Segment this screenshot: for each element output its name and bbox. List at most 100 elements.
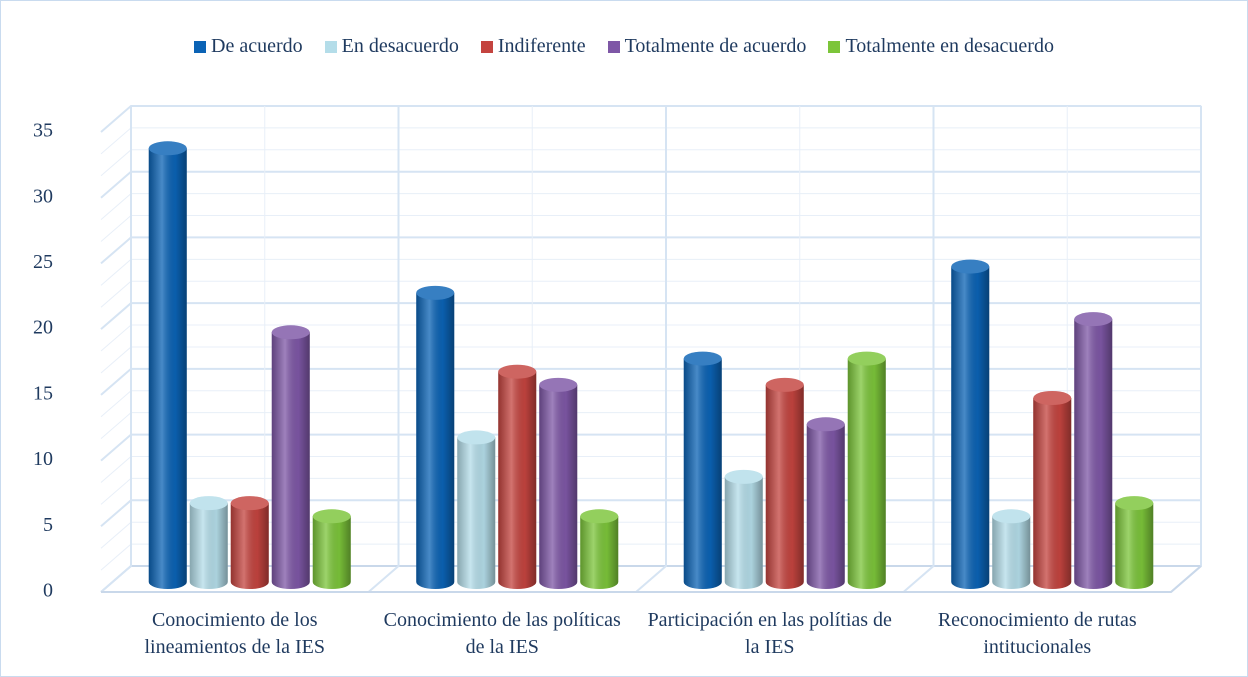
cylinder-top xyxy=(1074,312,1113,327)
legend-item: En desacuerdo xyxy=(324,35,459,58)
legend-swatch xyxy=(480,40,493,53)
cylinder xyxy=(765,377,804,589)
cylinder xyxy=(271,325,310,589)
cylinder xyxy=(416,285,455,589)
cylinder-top-shade xyxy=(992,509,1031,524)
y-tick-label: 20 xyxy=(33,317,53,339)
cylinder xyxy=(1074,312,1113,589)
cylinder-top-shade xyxy=(189,496,228,511)
cylinder xyxy=(1033,391,1072,589)
cylinder-top-shade xyxy=(724,469,763,484)
cylinder-top xyxy=(951,259,990,274)
cylinder-shade xyxy=(1033,398,1072,589)
y-tick-label: 0 xyxy=(43,580,53,602)
legend-label: En desacuerdo xyxy=(341,35,459,57)
cylinder xyxy=(539,377,578,589)
cylinder-top xyxy=(580,509,619,524)
x-tick-label: Participación en las polítias de la IES xyxy=(647,609,892,658)
floor-edge xyxy=(101,565,1202,593)
cylinder-top-shade xyxy=(1033,391,1072,405)
cylinder-top-shade xyxy=(271,325,310,340)
cylinder-top xyxy=(765,377,804,392)
cylinder xyxy=(951,259,990,589)
legend-item: Indiferente xyxy=(480,35,586,58)
category-divider xyxy=(1170,106,1202,593)
cylinder xyxy=(312,509,351,589)
cylinder-top-shade xyxy=(312,509,351,524)
cylinder-shade xyxy=(951,266,990,589)
legend: De acuerdo En desacuerdo Indiferente Totalm… xyxy=(1,35,1247,58)
legend-label: De acuerdo xyxy=(211,35,303,57)
cylinder-shade xyxy=(1074,319,1113,589)
cylinder-shade xyxy=(765,384,804,589)
category-divider xyxy=(367,106,400,593)
cylinder-shade xyxy=(683,358,722,589)
cylinder-shade xyxy=(580,516,619,589)
cylinder xyxy=(992,509,1031,589)
y-tick-label: 10 xyxy=(33,448,53,470)
cylinder-top xyxy=(992,509,1031,524)
category-divider xyxy=(100,106,132,593)
cylinder-top xyxy=(683,351,722,366)
cylinder-top-shade xyxy=(765,377,804,392)
legend-label: Indiferente xyxy=(497,35,586,57)
cylinder xyxy=(189,496,228,589)
cylinder-top-shade xyxy=(1115,496,1154,511)
x-tick-label: Conocimiento de las políticas de la IES xyxy=(383,609,621,658)
y-tick-label: 5 xyxy=(43,514,53,536)
cylinder-top-shade xyxy=(498,364,537,379)
cylinder xyxy=(230,496,269,589)
legend-swatch xyxy=(194,40,207,53)
cylinder-top-shade xyxy=(806,417,845,432)
category-divider xyxy=(635,106,667,593)
legend-label: Totalmente de acuerdo xyxy=(624,35,807,57)
cylinder xyxy=(498,364,537,589)
cylinder-shade xyxy=(498,371,537,589)
y-tick-label: 25 xyxy=(33,251,53,273)
cylinder-shade xyxy=(457,437,496,589)
cylinder-shade xyxy=(1115,503,1154,589)
y-tick-label: 35 xyxy=(33,120,53,142)
cylinder-top-shade xyxy=(457,430,496,445)
x-tick-label: Conocimiento de los lineamientos de la I… xyxy=(144,609,325,658)
cylinder-shade xyxy=(847,358,886,589)
cylinder-top xyxy=(457,430,496,445)
legend-item: De acuerdo xyxy=(194,35,303,58)
cylinder-top-shade xyxy=(148,141,187,156)
y-tick-label: 30 xyxy=(33,185,53,207)
cylinder-top-shade xyxy=(539,377,578,392)
cylinder-top-shade xyxy=(951,259,990,274)
cylinder xyxy=(148,141,187,590)
cylinder-shade xyxy=(271,332,310,589)
cylinder-top xyxy=(230,496,269,511)
x-tick-label: Reconocimiento de rutas intitucionales xyxy=(937,609,1137,658)
cylinder xyxy=(457,430,496,589)
cylinder-top xyxy=(806,417,845,432)
cylinder-top xyxy=(189,496,228,511)
cylinder-top xyxy=(1033,391,1072,405)
cylinder-top xyxy=(498,364,537,379)
y-tick-label: 15 xyxy=(33,382,53,404)
category-divider xyxy=(902,106,935,593)
cylinder-top-shade xyxy=(1074,312,1113,327)
cylinder-shade xyxy=(416,292,455,589)
cylinder-top xyxy=(724,469,763,484)
cylinder xyxy=(683,351,722,589)
cylinder-top xyxy=(416,285,455,300)
cylinder-top-shade xyxy=(416,285,455,300)
cylinder-shade xyxy=(312,516,351,589)
cylinder-top xyxy=(312,509,351,524)
cylinder-top xyxy=(148,141,187,156)
cylinder-shade xyxy=(230,503,269,589)
cylinder-top xyxy=(539,377,578,392)
legend-swatch xyxy=(607,40,620,53)
legend-item: Totalmente de acuerdo xyxy=(607,35,807,58)
cylinder xyxy=(580,509,619,589)
cylinder-top-shade xyxy=(580,509,619,524)
cylinder-shade xyxy=(806,424,845,589)
cylinder-top xyxy=(1115,496,1154,511)
legend-label: Totalmente en desacuerdo xyxy=(845,35,1054,57)
cylinder xyxy=(1115,496,1154,589)
